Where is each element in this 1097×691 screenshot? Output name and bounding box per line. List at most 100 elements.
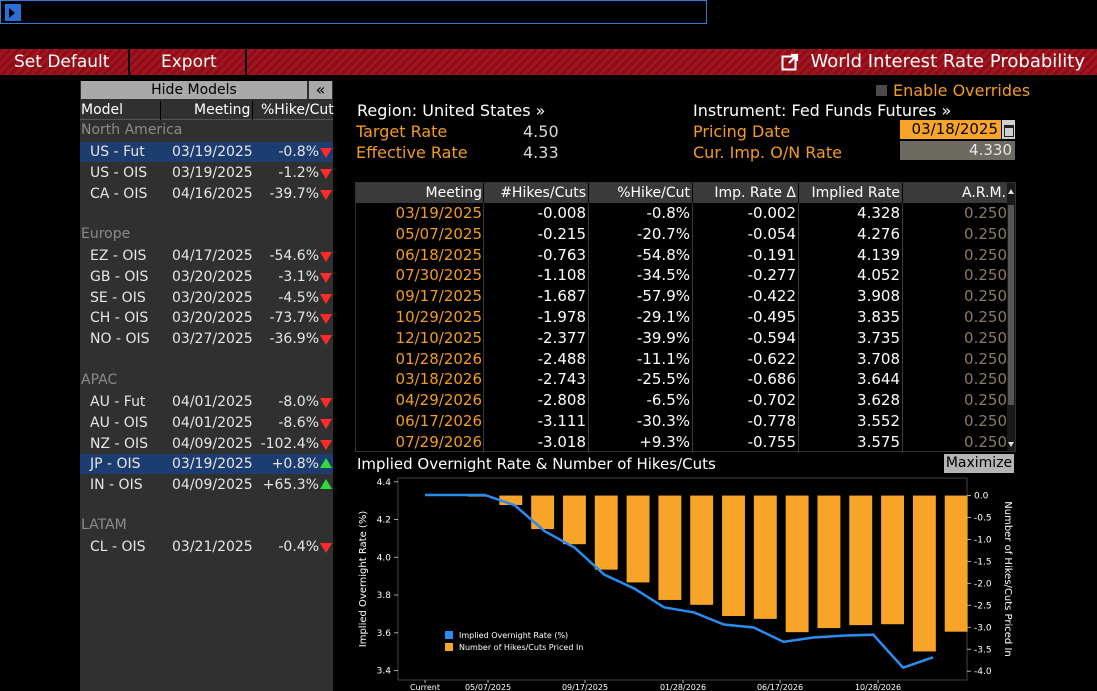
column-header[interactable]: Imp. Rate Δ (714, 185, 796, 201)
collapse-panel-button[interactable]: « (309, 81, 332, 99)
meeting-date: 04/09/2025 (172, 435, 253, 452)
maximize-button[interactable]: Maximize (944, 454, 1014, 473)
table-cell: 0.250 (964, 287, 1007, 306)
y2-tick-label: -1.5 (974, 557, 992, 567)
meeting-date: 03/19/2025 (172, 164, 253, 181)
checkbox-icon[interactable] (876, 85, 887, 96)
scroll-down-icon[interactable] (1008, 442, 1014, 447)
column-header[interactable]: #Hikes/Cuts (500, 185, 586, 201)
y2-tick-label: -2.5 (974, 601, 992, 611)
column-header[interactable]: Implied Rate (811, 185, 900, 201)
down-arrow-icon (320, 293, 332, 304)
table-cell: 0.250 (964, 308, 1007, 326)
model-row[interactable]: CL - OIS 03/21/2025 -0.4% (80, 537, 333, 557)
bar (817, 495, 841, 629)
table-cell: -0.215 (537, 224, 586, 243)
x-tick-label: 09/17/2025 (562, 683, 608, 691)
table-cell: -1.687 (537, 287, 586, 306)
scroll-thumb[interactable] (1008, 205, 1014, 405)
table-row[interactable]: 04/29/2026 -2.808 -6.5% -0.702 3.628 0.250 (356, 390, 1007, 411)
bar (690, 495, 714, 605)
hike-pct: -39.7% (269, 185, 319, 202)
table-cell: 09/17/2025 (395, 287, 482, 306)
table-cell: 0.250 (964, 328, 1007, 347)
y-tick-label: 4.0 (377, 553, 392, 563)
model-name: US - OIS (90, 164, 148, 181)
imp-rate-field[interactable]: 4.330 (900, 141, 1015, 160)
export-button[interactable]: Export (161, 52, 217, 72)
model-row[interactable]: CA - OIS 04/16/2025 -39.7% (80, 184, 333, 204)
table-row[interactable]: 03/18/2026 -2.743 -25.5% -0.686 3.644 0.250 (356, 369, 1007, 390)
table-cell: 01/28/2026 (395, 349, 482, 368)
model-row[interactable]: AU - OIS 04/01/2025 -8.6% (80, 413, 333, 433)
model-row[interactable]: US - OIS 03/19/2025 -1.2% (80, 163, 333, 183)
table-cell: 4.139 (857, 245, 900, 264)
model-row[interactable]: NO - OIS 03/27/2025 -36.9% (80, 329, 333, 349)
column-header[interactable]: A.R.M. (962, 185, 1006, 201)
hide-models-button[interactable]: Hide Models (81, 81, 307, 99)
model-row[interactable]: AU - Fut 04/01/2025 -8.0% (80, 392, 333, 412)
table-scrollbar[interactable] (1007, 183, 1015, 451)
model-name: EZ - OIS (90, 248, 147, 264)
meeting-date: 04/17/2025 (172, 248, 253, 264)
region-selector[interactable]: Region: United States » (357, 101, 546, 120)
meetings-table: Meeting #Hikes/Cuts %Hike/Cut Imp. Rate Δ Im… (355, 182, 1016, 453)
hike-pct: +65.3% (262, 477, 319, 494)
table-row[interactable]: 03/19/2025 -0.008 -0.8% -0.002 4.328 0.250 (356, 203, 1007, 224)
model-name: AU - OIS (90, 414, 148, 431)
target-rate-value: 4.50 (523, 122, 559, 141)
table-row[interactable]: 09/17/2025 -1.687 -57.9% -0.422 3.908 0.250 (356, 286, 1007, 307)
model-row[interactable]: IN - OIS 04/09/2025 +65.3% (80, 475, 333, 495)
table-cell: -20.7% (636, 224, 690, 243)
column-divider (252, 101, 253, 120)
bar (722, 495, 745, 617)
model-row[interactable]: GB - OIS 03/20/2025 -3.1% (80, 267, 333, 287)
instrument-selector[interactable]: Instrument: Fed Funds Futures » (693, 101, 952, 120)
external-link-icon[interactable] (781, 53, 799, 71)
scroll-up-icon[interactable] (1008, 189, 1014, 194)
model-row[interactable]: EZ - OIS 04/17/2025 -54.6% (80, 246, 333, 266)
up-arrow-icon (320, 479, 332, 490)
table-cell: 0.250 (964, 224, 1007, 243)
table-row[interactable]: 06/18/2025 -0.763 -54.8% -0.191 4.139 0.250 (356, 245, 1007, 266)
model-row[interactable]: SE - OIS 03/20/2025 -4.5% (80, 288, 333, 308)
toolbar-divider (245, 49, 247, 75)
table-cell: 03/19/2025 (395, 204, 482, 222)
set-default-button[interactable]: Set Default (14, 52, 110, 72)
bar (753, 495, 777, 619)
hike-column-header[interactable]: %Hike/Cut (261, 102, 334, 118)
model-row[interactable]: NZ - OIS 04/09/2025 -102.4% (80, 434, 333, 454)
column-divider (902, 183, 903, 203)
table-cell: -0.622 (747, 349, 796, 368)
table-header: Meeting #Hikes/Cuts %Hike/Cut Imp. Rate Δ Im… (356, 183, 1015, 203)
y-tick-label: 4.4 (377, 478, 392, 488)
model-row[interactable]: US - Fut 03/19/2025 -0.8% (80, 142, 333, 162)
column-header[interactable]: Meeting (425, 185, 482, 201)
table-row[interactable]: 07/30/2025 -1.108 -34.5% -0.277 4.052 0.250 (356, 265, 1007, 286)
calendar-icon[interactable] (1002, 120, 1015, 139)
table-row[interactable]: 01/28/2026 -2.488 -11.1% -0.622 3.708 0.250 (356, 349, 1007, 370)
pricing-date-field[interactable]: 03/18/2025 (900, 120, 1001, 139)
hike-pct: -8.0% (278, 394, 319, 410)
model-row[interactable]: JP - OIS 03/19/2025 +0.8% (80, 454, 333, 475)
meeting-column-header[interactable]: Meeting (194, 102, 251, 118)
column-header[interactable]: %Hike/Cut (617, 185, 690, 201)
legend-swatch (445, 643, 453, 651)
command-line[interactable] (0, 0, 707, 24)
table-row[interactable]: 07/29/2026 -3.018 +9.3% -0.755 3.575 0.250 (356, 432, 1007, 453)
table-row[interactable]: 10/29/2025 -1.978 -29.1% -0.495 3.835 0.250 (356, 307, 1007, 328)
down-arrow-icon (320, 335, 332, 346)
table-cell: -2.377 (537, 328, 586, 347)
table-cell: 0.250 (964, 266, 1007, 285)
meeting-date: 03/20/2025 (172, 268, 253, 285)
table-row[interactable]: 06/17/2026 -3.111 -30.3% -0.778 3.552 0.250 (356, 411, 1007, 432)
hike-pct: -54.6% (269, 248, 319, 264)
model-row[interactable]: CH - OIS 03/20/2025 -73.7% (80, 308, 333, 328)
table-row[interactable]: 12/10/2025 -2.377 -39.9% -0.594 3.735 0.250 (356, 328, 1007, 349)
table-cell: -1.978 (537, 308, 586, 326)
table-row[interactable]: 05/07/2025 -0.215 -20.7% -0.054 4.276 0.250 (356, 224, 1007, 245)
table-cell: -1.108 (537, 266, 586, 285)
model-column-header[interactable]: Model (81, 102, 124, 118)
enable-overrides-toggle[interactable]: Enable Overrides (876, 81, 1030, 100)
bar (626, 495, 650, 583)
